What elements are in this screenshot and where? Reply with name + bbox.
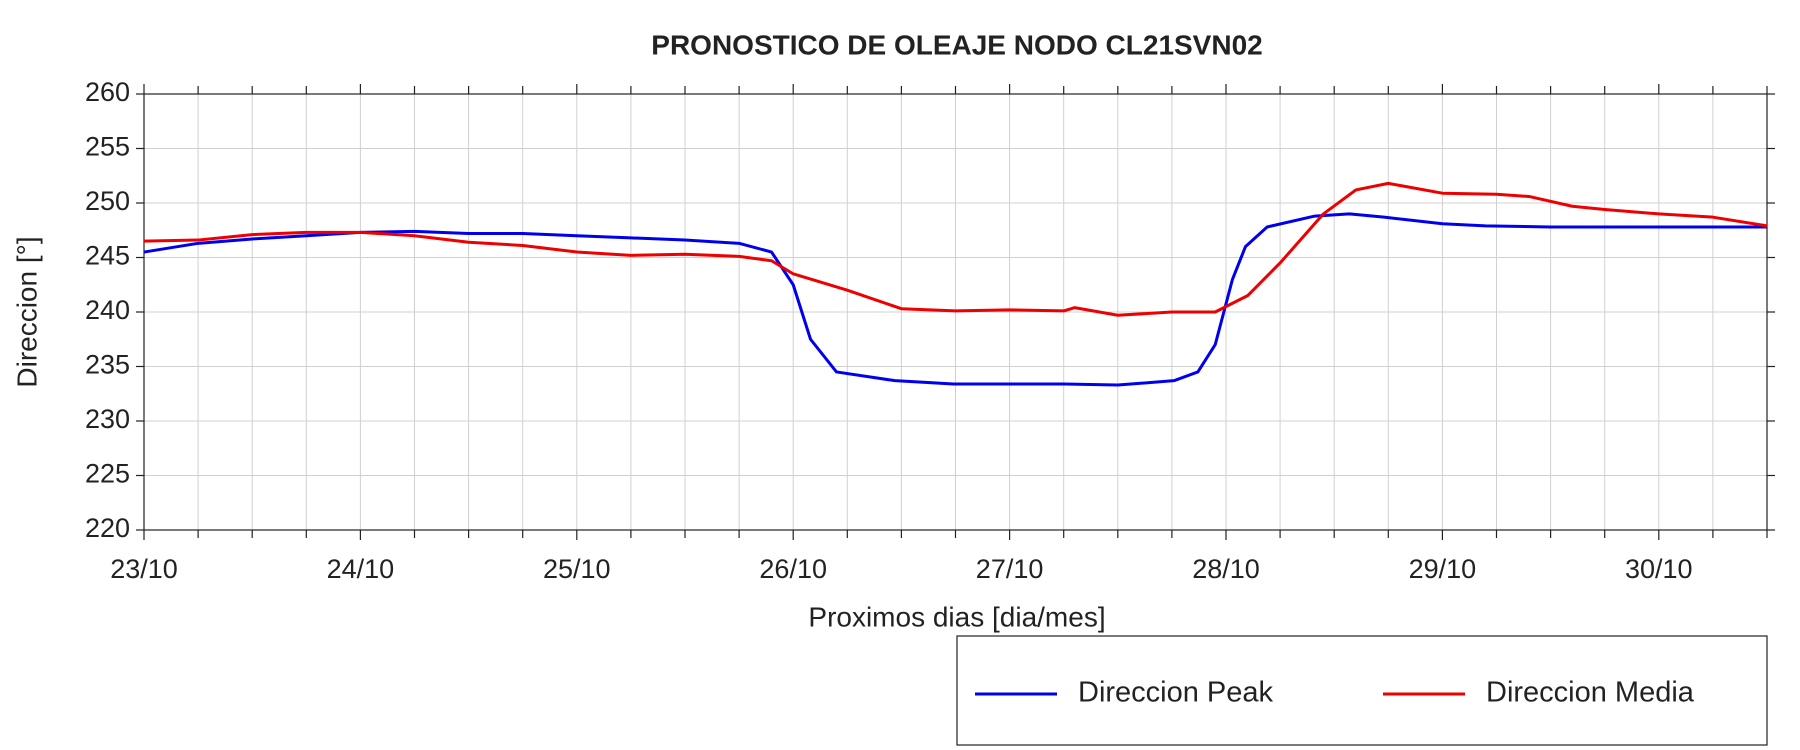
legend-label: Direccion Peak [1078,677,1274,709]
x-tick-label: 28/10 [1192,554,1260,584]
y-tick-label: 235 [85,350,130,380]
legend-label: Direccion Media [1486,677,1695,709]
x-tick-label: 25/10 [543,554,611,584]
data-line [143,212,1767,387]
plot-frame [143,93,1768,531]
x-tick-label: 24/10 [327,554,395,584]
y-tick-label: 240 [85,295,130,325]
x-tick-label: 30/10 [1625,554,1693,584]
y-tick-label: 225 [85,459,130,489]
x-tick-label: 27/10 [976,554,1044,584]
y-tick-label: 260 [85,77,130,107]
data-line [143,181,1768,317]
x-tick-label: 23/10 [110,554,178,584]
y-axis-label: Direccion [°] [11,236,42,387]
y-tick-label: 250 [85,186,130,216]
x-axis-label: Proximos dias [dia/mes] [808,601,1105,632]
x-tick-label: 26/10 [759,554,827,584]
y-tick-label: 220 [85,513,130,543]
y-tick-label: 230 [85,404,130,434]
chart-title: PRONOSTICO DE OLEAJE NODO CL21SVN02 [651,29,1262,60]
x-tick-label: 29/10 [1409,554,1477,584]
legend-box [956,635,1768,746]
y-tick-label: 255 [85,132,130,162]
y-tick-label: 245 [85,241,130,271]
